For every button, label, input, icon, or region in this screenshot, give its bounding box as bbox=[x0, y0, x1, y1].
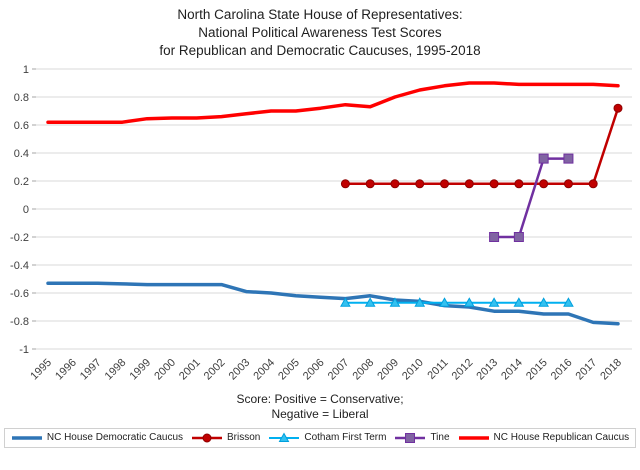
cotham-first-term-marker bbox=[563, 296, 574, 307]
x-tick-label: 2004 bbox=[251, 356, 277, 382]
legend-label-democratic-caucus: NC House Democratic Caucus bbox=[46, 432, 184, 444]
legend-item-brisson: Brisson bbox=[191, 432, 260, 444]
legend-swatch-democratic-caucus-icon bbox=[11, 436, 42, 440]
legend-label-tine: Tine bbox=[430, 432, 450, 444]
chart-title-line3: for Republican and Democratic Caucuses, … bbox=[159, 43, 481, 59]
cotham-first-term-marker bbox=[538, 296, 550, 307]
brisson-marker bbox=[464, 178, 474, 188]
x-tick-label: 1996 bbox=[53, 356, 79, 382]
y-tick-label: 1 bbox=[23, 64, 29, 76]
legend-swatch-brisson-icon bbox=[192, 433, 223, 443]
y-tick-label: -0.4 bbox=[10, 260, 29, 272]
tine-marker bbox=[538, 153, 549, 164]
chart-legend: NC House Democratic Caucus Brisson Cotham … bbox=[3, 427, 637, 448]
brisson-marker bbox=[514, 178, 524, 188]
chart-footnote-line2: Negative = Liberal bbox=[271, 407, 369, 422]
series-tine bbox=[489, 153, 574, 242]
x-tick-label: 1995 bbox=[28, 356, 54, 382]
x-tick-label: 2008 bbox=[350, 356, 376, 382]
cotham-first-term-marker bbox=[439, 296, 450, 307]
x-tick-label: 2016 bbox=[549, 356, 575, 382]
x-tick-label: 2003 bbox=[227, 356, 253, 382]
brisson-marker bbox=[563, 178, 573, 188]
brisson-marker bbox=[440, 178, 450, 188]
x-tick-label: 2005 bbox=[276, 356, 302, 382]
brisson-marker bbox=[613, 103, 623, 113]
cotham-first-term-marker bbox=[513, 296, 525, 307]
cotham-first-term-marker bbox=[389, 296, 401, 307]
line-chart-plot: -1 -0.8 -0.6 -0.4 -0.2 0 0.2 0.4 0.6 0.8 1 19951996… bbox=[10, 64, 632, 382]
y-tick-label: -1 bbox=[19, 344, 29, 356]
gridlines-and-y-axis: -1 -0.8 -0.6 -0.4 -0.2 0 0.2 0.4 0.6 0.8 1 bbox=[10, 64, 632, 356]
series-cotham-first-term bbox=[340, 296, 574, 307]
y-tick-label: -0.6 bbox=[10, 288, 29, 300]
series-republican-caucus bbox=[46, 80, 620, 124]
chart-title-line1: North Carolina State House of Representa… bbox=[177, 7, 463, 22]
tine-marker bbox=[489, 231, 500, 242]
x-axis-labels: 1995199619971998199920002001200220032004… bbox=[28, 356, 624, 382]
x-tick-label: 2017 bbox=[574, 356, 600, 382]
legend-label-brisson: Brisson bbox=[227, 432, 261, 444]
brisson-marker bbox=[415, 178, 425, 188]
legend-item-democratic-caucus: NC House Democratic Caucus bbox=[11, 432, 183, 444]
x-tick-label: 2011 bbox=[425, 356, 450, 381]
x-tick-label: 2009 bbox=[375, 356, 401, 382]
y-tick-label: 0 bbox=[23, 204, 29, 216]
brisson-marker bbox=[390, 178, 400, 188]
y-tick-label: -0.2 bbox=[10, 232, 29, 244]
y-tick-label: 0.8 bbox=[14, 92, 29, 104]
series-democratic-caucus bbox=[46, 281, 620, 326]
y-tick-label: 0.4 bbox=[14, 148, 29, 160]
legend-swatch-republican-caucus-icon bbox=[458, 436, 489, 440]
x-tick-label: 2000 bbox=[152, 356, 178, 382]
tine-marker bbox=[563, 153, 574, 164]
x-tick-label: 2007 bbox=[326, 356, 352, 382]
legend-item-republican-caucus: NC House Republican Caucus bbox=[458, 432, 630, 444]
series-brisson bbox=[340, 103, 623, 188]
x-tick-label: 2002 bbox=[202, 356, 228, 382]
legend-label-cotham-first-term: Cotham First Term bbox=[304, 432, 387, 444]
x-tick-label: 2013 bbox=[474, 356, 500, 382]
legend-label-republican-caucus: NC House Republican Caucus bbox=[493, 432, 630, 444]
cotham-first-term-marker bbox=[463, 296, 475, 307]
cotham-first-term-marker bbox=[414, 296, 426, 307]
tine-marker bbox=[513, 231, 524, 242]
legend-container: NC House Democratic Caucus Brisson Cotham … bbox=[0, 427, 640, 449]
brisson-marker bbox=[340, 178, 350, 188]
legend-swatch-cotham-first-term-icon bbox=[269, 432, 300, 442]
chart-footnote-line1: Score: Positive = Conservative; bbox=[236, 391, 404, 406]
x-tick-label: 1998 bbox=[103, 356, 129, 382]
y-tick-label: 0.2 bbox=[14, 176, 29, 188]
cotham-first-term-marker bbox=[364, 296, 376, 307]
x-tick-label: 2010 bbox=[400, 356, 426, 382]
x-tick-label: 1999 bbox=[127, 356, 153, 382]
x-tick-label: 2015 bbox=[524, 356, 550, 382]
x-tick-label: 2012 bbox=[450, 356, 476, 382]
chart-title: North Carolina State House of Representa… bbox=[0, 6, 640, 61]
brisson-marker bbox=[539, 178, 549, 188]
y-tick-label: -0.8 bbox=[10, 316, 29, 328]
x-tick-label: 2014 bbox=[499, 356, 525, 382]
brisson-marker bbox=[489, 178, 499, 188]
cotham-first-term-marker bbox=[488, 296, 500, 307]
legend-item-cotham-first-term: Cotham First Term bbox=[268, 432, 386, 444]
x-tick-label: 2006 bbox=[301, 356, 327, 382]
legend-item-tine: Tine bbox=[394, 432, 450, 444]
x-tick-label: 1997 bbox=[78, 356, 104, 382]
chart-title-line2: National Political Awareness Test Scores bbox=[198, 25, 442, 41]
chart-footnote: Score: Positive = Conservative; Negative… bbox=[0, 392, 640, 423]
legend-swatch-tine-icon bbox=[395, 432, 426, 443]
cotham-first-term-marker bbox=[340, 296, 351, 307]
brisson-marker bbox=[365, 178, 375, 188]
brisson-marker bbox=[588, 178, 598, 188]
x-tick-label: 2001 bbox=[177, 356, 203, 382]
x-tick-label: 2018 bbox=[598, 356, 624, 382]
y-tick-label: 0.6 bbox=[14, 120, 29, 132]
